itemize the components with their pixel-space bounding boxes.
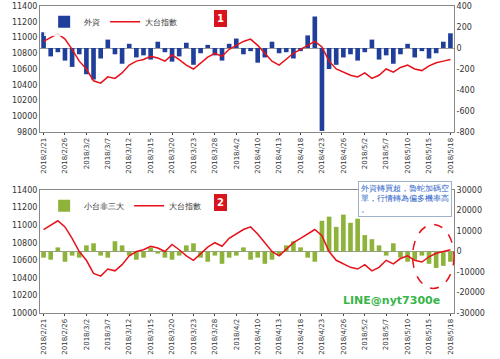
svg-text:2018/4/18: 2018/4/18 — [297, 319, 305, 355]
svg-text:11000: 11000 — [12, 221, 37, 230]
svg-text:2018/5/18: 2018/5/18 — [447, 319, 455, 355]
svg-text:2018/5/15: 2018/5/15 — [425, 138, 433, 174]
svg-text:30000: 30000 — [457, 186, 482, 195]
svg-text:11400: 11400 — [12, 186, 37, 195]
svg-text:1: 1 — [217, 13, 224, 24]
svg-text:11200: 11200 — [12, 18, 37, 27]
svg-text:2018/5/15: 2018/5/15 — [425, 319, 433, 355]
svg-text:2018/3/20: 2018/3/20 — [168, 138, 176, 174]
svg-text:10000: 10000 — [12, 112, 37, 121]
svg-text:2018/3/20: 2018/3/20 — [168, 319, 176, 355]
svg-text:-10000: -10000 — [457, 268, 485, 277]
svg-text:2018/4/10: 2018/4/10 — [254, 138, 262, 174]
svg-text:10400: 10400 — [12, 81, 37, 90]
svg-text:20000: 20000 — [457, 206, 482, 215]
svg-text:2018/3/2: 2018/3/2 — [83, 138, 91, 169]
svg-text:2018/3/28: 2018/3/28 — [211, 138, 219, 174]
svg-text:10200: 10200 — [12, 96, 37, 105]
svg-text:2018/3/15: 2018/3/15 — [147, 138, 155, 174]
svg-text:0: 0 — [457, 44, 462, 53]
svg-text:10400: 10400 — [12, 274, 37, 283]
svg-text:2018/2/26: 2018/2/26 — [61, 137, 69, 173]
svg-text:2018/3/23: 2018/3/23 — [190, 138, 198, 174]
svg-text:0: 0 — [457, 247, 462, 256]
svg-text:-30000: -30000 — [457, 309, 485, 318]
svg-text:2018/4/26: 2018/4/26 — [340, 137, 348, 173]
svg-text:2018/3/12: 2018/3/12 — [125, 319, 133, 355]
svg-text:外資轉買超，魯蛇加碼空單，行情轉為偏多機率高。: 外資轉買超，魯蛇加碼空單，行情轉為偏多機率高。 — [361, 184, 449, 214]
svg-text:2: 2 — [217, 197, 224, 208]
svg-text:2018/3/23: 2018/3/23 — [190, 319, 198, 355]
svg-text:2018/3/12: 2018/3/12 — [125, 138, 133, 174]
svg-text:2018/3/28: 2018/3/28 — [211, 319, 219, 355]
svg-text:LINE@nyt7300e: LINE@nyt7300e — [343, 294, 440, 307]
svg-text:2018/4/2: 2018/4/2 — [233, 138, 241, 169]
svg-text:2018/3/2: 2018/3/2 — [83, 319, 91, 350]
svg-text:10600: 10600 — [12, 65, 37, 74]
svg-text:2018/5/2: 2018/5/2 — [361, 138, 369, 169]
svg-text:2018/5/10: 2018/5/10 — [404, 319, 412, 355]
svg-text:2018/3/7: 2018/3/7 — [104, 138, 112, 169]
svg-text:-800: -800 — [457, 128, 475, 137]
svg-text:2018/2/21: 2018/2/21 — [40, 319, 48, 355]
svg-text:2018/5/7: 2018/5/7 — [382, 138, 390, 169]
svg-text:10600: 10600 — [12, 256, 37, 265]
svg-text:2018/2/21: 2018/2/21 — [40, 138, 48, 174]
svg-text:-600: -600 — [457, 107, 475, 116]
svg-text:小台非三大: 小台非三大 — [84, 202, 124, 211]
svg-text:大台指數: 大台指數 — [169, 202, 201, 211]
svg-text:2018/4/26: 2018/4/26 — [340, 318, 348, 354]
svg-text:2018/4/10: 2018/4/10 — [254, 319, 262, 355]
svg-text:10800: 10800 — [12, 239, 37, 248]
svg-text:2018/5/10: 2018/5/10 — [404, 138, 412, 174]
svg-text:400: 400 — [457, 2, 472, 11]
svg-text:2018/4/2: 2018/4/2 — [233, 319, 241, 350]
svg-text:10000: 10000 — [12, 309, 37, 318]
svg-text:2018/3/7: 2018/3/7 — [104, 319, 112, 350]
svg-text:10200: 10200 — [12, 291, 37, 300]
svg-text:-200: -200 — [457, 65, 475, 74]
svg-text:2018/3/15: 2018/3/15 — [147, 319, 155, 355]
svg-text:11000: 11000 — [12, 33, 37, 42]
svg-text:2018/5/18: 2018/5/18 — [447, 138, 455, 174]
svg-text:-400: -400 — [457, 86, 475, 95]
svg-text:2018/5/2: 2018/5/2 — [361, 319, 369, 350]
svg-text:2018/4/18: 2018/4/18 — [297, 138, 305, 174]
svg-text:9800: 9800 — [17, 128, 37, 137]
svg-text:11200: 11200 — [12, 203, 37, 212]
svg-text:外資: 外資 — [84, 18, 100, 27]
svg-text:2018/2/26: 2018/2/26 — [61, 318, 69, 354]
svg-text:2018/4/23: 2018/4/23 — [318, 138, 326, 174]
svg-text:200: 200 — [457, 23, 472, 32]
svg-text:-20000: -20000 — [457, 288, 485, 297]
svg-text:2018/4/13: 2018/4/13 — [275, 319, 283, 355]
svg-text:11400: 11400 — [12, 2, 37, 11]
svg-text:2018/4/23: 2018/4/23 — [318, 319, 326, 355]
svg-text:大台指數: 大台指數 — [145, 18, 177, 27]
svg-text:2018/5/7: 2018/5/7 — [382, 319, 390, 350]
svg-text:10800: 10800 — [12, 49, 37, 58]
svg-text:10000: 10000 — [457, 227, 482, 236]
svg-text:2018/4/13: 2018/4/13 — [275, 138, 283, 174]
